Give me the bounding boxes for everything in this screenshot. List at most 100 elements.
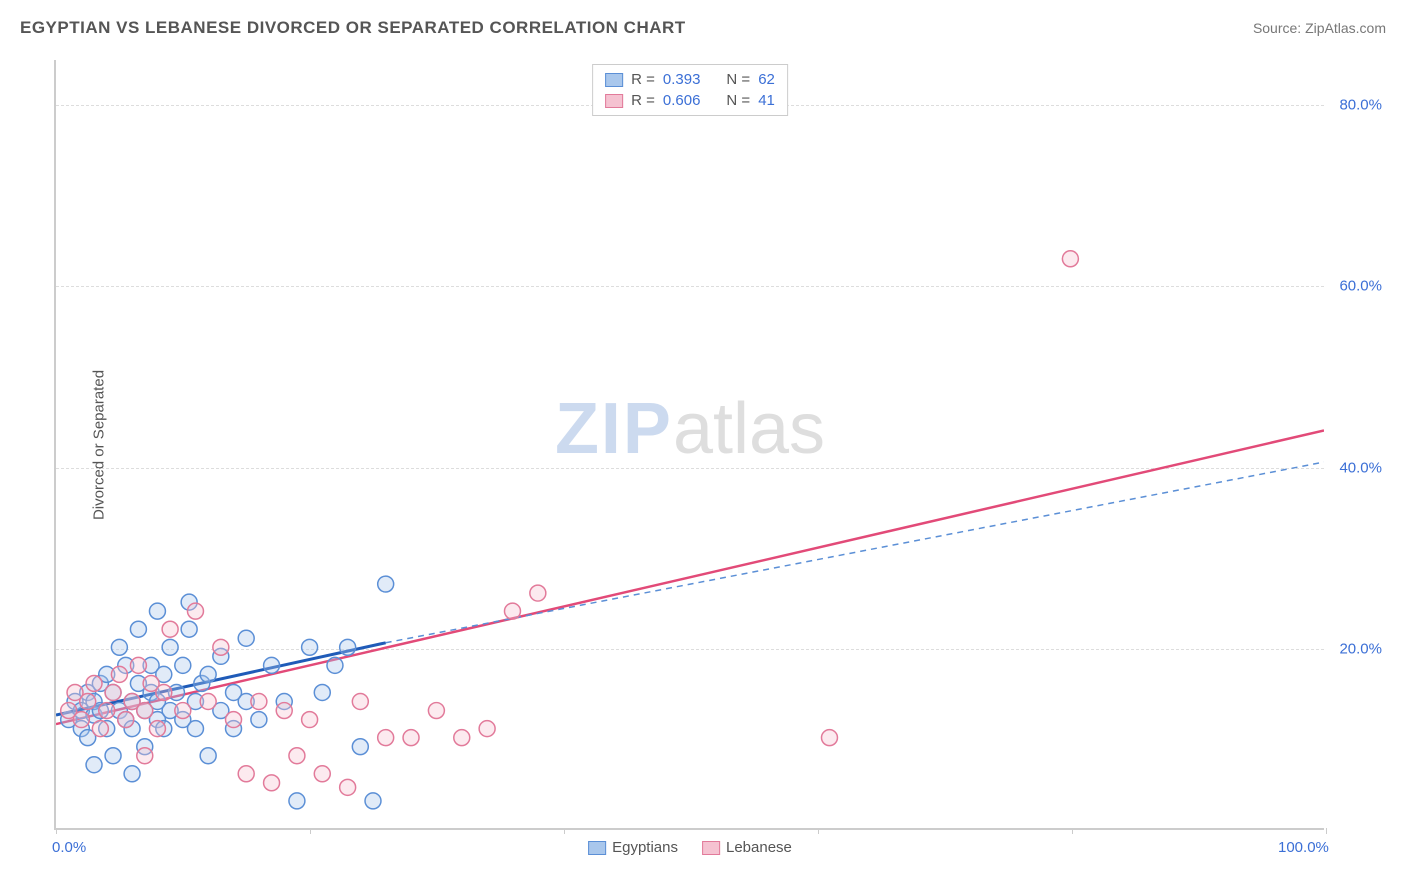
data-point [200, 666, 216, 682]
data-point [175, 657, 191, 673]
data-point [1062, 251, 1078, 267]
legend-correlation-row: R = 0.393 N = 62 [605, 69, 775, 90]
plot-svg [56, 60, 1324, 828]
legend-swatch [605, 94, 623, 108]
data-point [99, 703, 115, 719]
data-point [352, 694, 368, 710]
y-tick-label: 80.0% [1339, 97, 1382, 114]
data-point [276, 703, 292, 719]
x-tick-label: 100.0% [1278, 839, 1329, 856]
data-point [327, 657, 343, 673]
data-point [105, 748, 121, 764]
data-point [378, 730, 394, 746]
data-point [289, 793, 305, 809]
y-tick-label: 20.0% [1339, 640, 1382, 657]
chart-title: EGYPTIAN VS LEBANESE DIVORCED OR SEPARAT… [20, 18, 686, 38]
legend-n-label: N = [726, 92, 750, 109]
data-point [302, 712, 318, 728]
legend-r-label: R = [631, 92, 655, 109]
data-point [130, 621, 146, 637]
data-point [403, 730, 419, 746]
data-point [238, 766, 254, 782]
data-point [86, 675, 102, 691]
data-point [226, 712, 242, 728]
legend-series-label: Egyptians [612, 839, 678, 856]
legend-n-value: 62 [758, 71, 775, 88]
data-point [821, 730, 837, 746]
data-point [149, 721, 165, 737]
data-point [251, 694, 267, 710]
legend-n-label: N = [726, 71, 750, 88]
data-point [111, 639, 127, 655]
data-point [118, 712, 134, 728]
legend-correlation-row: R = 0.606 N = 41 [605, 90, 775, 111]
data-point [137, 703, 153, 719]
data-point [378, 576, 394, 592]
legend-swatch [702, 841, 720, 855]
data-point [314, 766, 330, 782]
x-tick-mark [1072, 828, 1073, 834]
trend-line [386, 462, 1324, 643]
x-tick-mark [310, 828, 311, 834]
legend-series: Egyptians Lebanese [588, 839, 792, 856]
data-point [251, 712, 267, 728]
x-tick-label: 0.0% [52, 839, 86, 856]
data-point [124, 766, 140, 782]
data-point [187, 721, 203, 737]
data-point [187, 603, 203, 619]
data-point [302, 639, 318, 655]
data-point [111, 666, 127, 682]
data-point [454, 730, 470, 746]
y-tick-label: 40.0% [1339, 459, 1382, 476]
legend-correlation: R = 0.393 N = 62 R = 0.606 N = 41 [592, 64, 788, 116]
chart-header: EGYPTIAN VS LEBANESE DIVORCED OR SEPARAT… [20, 18, 1386, 38]
data-point [80, 694, 96, 710]
data-point [340, 779, 356, 795]
legend-r-value: 0.606 [663, 92, 701, 109]
data-point [428, 703, 444, 719]
data-point [365, 793, 381, 809]
scatter-plot: ZIPatlas R =0.393N =62R =0.606N =41 Egyp… [54, 60, 1324, 830]
x-tick-mark [818, 828, 819, 834]
data-point [352, 739, 368, 755]
data-point [86, 757, 102, 773]
data-point [162, 639, 178, 655]
data-point [314, 684, 330, 700]
data-point [504, 603, 520, 619]
legend-n-value: 41 [758, 92, 775, 109]
chart-source: Source: ZipAtlas.com [1253, 20, 1386, 36]
data-point [238, 630, 254, 646]
data-point [530, 585, 546, 601]
x-tick-mark [564, 828, 565, 834]
data-point [92, 721, 108, 737]
data-point [213, 639, 229, 655]
data-point [130, 657, 146, 673]
data-point [200, 694, 216, 710]
legend-r-value: 0.393 [663, 71, 701, 88]
data-point [264, 657, 280, 673]
data-point [175, 703, 191, 719]
data-point [289, 748, 305, 764]
legend-r-label: R = [631, 71, 655, 88]
legend-series-item: Egyptians [588, 839, 678, 856]
data-point [200, 748, 216, 764]
legend-series-label: Lebanese [726, 839, 792, 856]
data-point [479, 721, 495, 737]
y-tick-label: 60.0% [1339, 278, 1382, 295]
data-point [264, 775, 280, 791]
legend-series-item: Lebanese [702, 839, 792, 856]
data-point [181, 621, 197, 637]
data-point [149, 603, 165, 619]
legend-swatch [588, 841, 606, 855]
data-point [156, 684, 172, 700]
trend-line [56, 430, 1324, 724]
data-point [340, 639, 356, 655]
x-tick-mark [56, 828, 57, 834]
plot-area: Divorced or Separated ZIPatlas R =0.393N… [44, 60, 1384, 830]
data-point [137, 748, 153, 764]
legend-swatch [605, 73, 623, 87]
data-point [73, 712, 89, 728]
x-tick-mark [1326, 828, 1327, 834]
data-point [162, 621, 178, 637]
data-point [105, 684, 121, 700]
